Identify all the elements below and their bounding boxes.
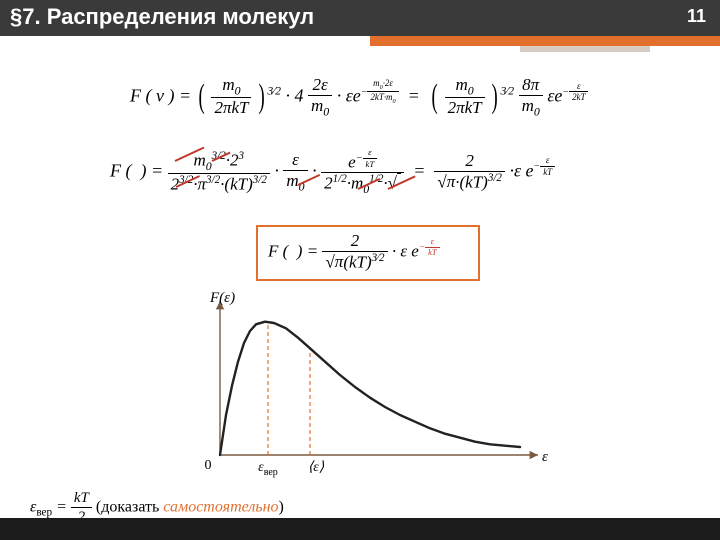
page-number: 11 <box>687 6 706 27</box>
page-title: §7. Распределения молекул <box>10 4 314 30</box>
svg-text:ε: ε <box>542 449 548 465</box>
svg-text:εвер: εвер <box>258 460 278 478</box>
y-axis-label: F(ε) <box>210 290 235 307</box>
footer-bar <box>0 518 720 540</box>
eq1-lhs: F ( v ) = <box>130 86 191 106</box>
accent-bar-2 <box>520 46 650 52</box>
title-bar: §7. Распределения молекул 11 <box>0 0 720 36</box>
svg-text:⟨ε⟩: ⟨ε⟩ <box>308 460 325 475</box>
equation-1: F ( v ) = ( m02πkT )3⁄2 · 4 2εm0 · εe−m0… <box>130 76 588 119</box>
equation-3: F ( ) = 2 √π(kT)3⁄2 · ε e−εkT <box>268 232 440 273</box>
accent-bar <box>370 36 720 46</box>
distribution-graph: 0 ε εвер ⟨ε⟩ F(ε) <box>180 290 560 490</box>
svg-text:0: 0 <box>205 458 212 473</box>
equation-2: F ( ) = m03/2·23 23/2·π3/2·(kT)3/2 · εm0… <box>110 148 555 196</box>
